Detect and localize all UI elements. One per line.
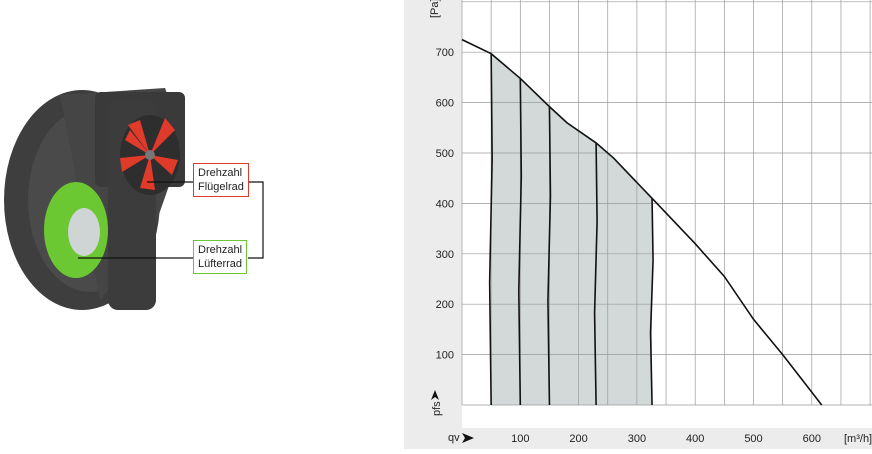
connector-lines — [78, 181, 264, 259]
blower-illustration: Drehzahl Flügelrad Drehzahl Lüfterrad — [0, 0, 400, 449]
y-tick-label: 300 — [436, 249, 454, 261]
y-axis-label: pfs — [431, 401, 443, 416]
x-arrow-icon — [462, 433, 474, 443]
speed-line — [547, 106, 552, 406]
operating-area — [491, 53, 653, 405]
fan-wheel-speed-label: Drehzahl Lüfterrad — [193, 240, 248, 274]
label-line: Lüfterrad — [198, 258, 243, 270]
speed-line — [593, 142, 598, 406]
y-tick-label: 700 — [436, 47, 454, 59]
label-line: Drehzahl — [198, 167, 243, 179]
speed-line — [649, 198, 654, 406]
speed-line — [488, 53, 493, 406]
x-tick-label: 100 — [511, 433, 529, 445]
x-unit: [m³/h] — [844, 433, 872, 445]
y-unit: [Pa] — [429, 0, 441, 18]
speed-line — [517, 78, 523, 406]
impeller-speed-label: Drehzahl Flügelrad — [193, 163, 249, 197]
x-tick-label: 500 — [744, 433, 762, 445]
x-tick-label: 200 — [569, 433, 587, 445]
y-tick-label: 400 — [436, 198, 454, 210]
x-tick-label: 600 — [803, 433, 821, 445]
label-line: Flügelrad — [198, 181, 244, 193]
x-tick-label: 400 — [686, 433, 704, 445]
impeller — [120, 118, 178, 190]
blower-image — [4, 88, 264, 310]
y-tick-label: 200 — [436, 299, 454, 311]
x-tick-label: 300 — [628, 433, 646, 445]
y-arrow-icon — [431, 390, 439, 400]
y-tick-label: 500 — [436, 148, 454, 160]
x-axis-label: qv — [448, 432, 460, 444]
y-tick-label: 100 — [436, 350, 454, 362]
fan-curve-chart: 100 200 300 400 500 600 700 100 200 300 400 500 600 … — [404, 0, 872, 449]
characteristic-curve — [461, 38, 823, 406]
label-line: Drehzahl — [198, 244, 243, 256]
y-tick-label: 600 — [436, 98, 454, 110]
